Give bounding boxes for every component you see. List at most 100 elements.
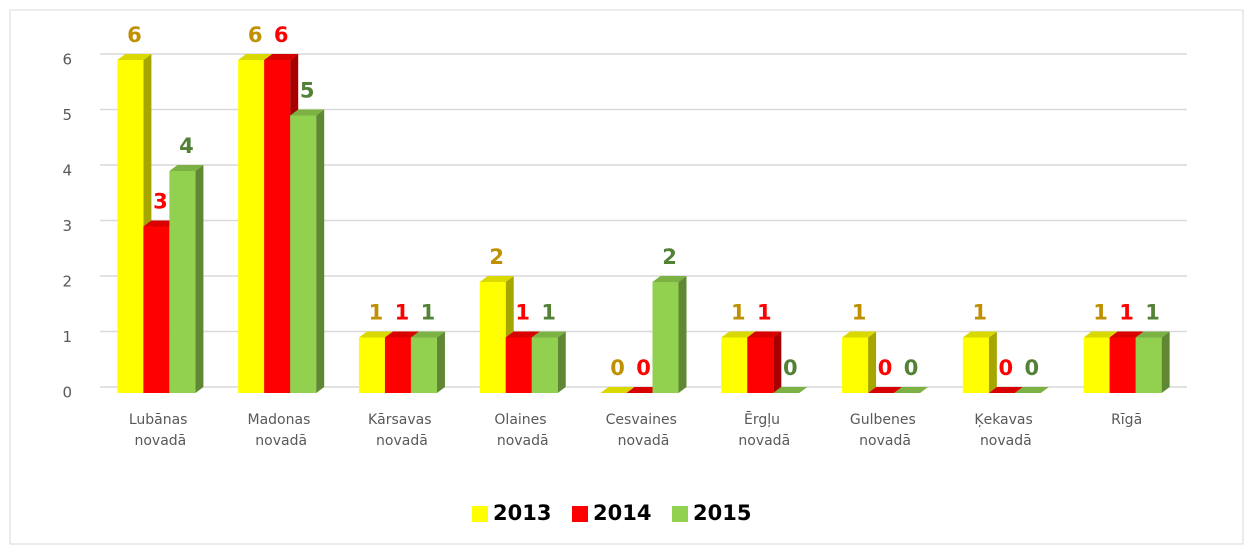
bar-front [264,60,291,393]
x-tick-label: Gulbenes novadā [850,412,920,449]
bar-top [626,387,661,393]
value-label: 5 [300,79,315,103]
bar-top-shade [773,387,808,393]
bar [290,109,325,393]
bar-top [988,387,1023,393]
value-label: 1 [515,301,530,325]
bar [410,331,445,393]
value-label: 1 [395,301,410,325]
bar-top [1014,387,1049,393]
bar-top [894,387,929,393]
bar-top [264,54,299,60]
bar-top-shade [169,165,204,171]
bar-top [117,54,152,60]
bar-side-shade [436,331,445,393]
bar-top-shade [721,331,756,338]
bar-front [721,337,748,393]
bar-side-shade [773,331,782,393]
bar-front [962,337,989,393]
value-label: 0 [610,356,625,380]
bar-top [531,331,566,338]
bar-front [1083,337,1110,393]
x-tick-label: Rīgā [1111,412,1142,428]
bar-side [316,109,325,393]
x-tick-label: Madonas novadā [248,412,315,449]
bar-top [868,387,903,393]
bar-top [238,54,273,60]
bar-top [1109,331,1144,338]
bar-top [600,387,635,393]
bar-side [773,331,782,393]
bar [652,276,687,393]
legend-swatch [472,506,488,522]
bar-front [238,60,265,393]
x-tick-label: Ķekavas novadā [974,412,1037,449]
x-tick-label: Kārsavas novadā [368,412,436,449]
bar-top-shade [894,387,929,393]
value-label: 0 [878,356,893,380]
value-label: 1 [757,301,772,325]
bar [894,387,929,393]
value-label: 3 [153,190,168,214]
value-label: 1 [1145,301,1160,325]
bar-top [290,109,325,116]
bar-top-shade [600,387,635,393]
y-tick-label: 5 [62,106,72,124]
bar-top [384,331,419,338]
bar-top-shade [842,331,877,338]
value-label: 1 [421,301,436,325]
bar-top [773,387,808,393]
y-tick-label: 6 [62,51,72,69]
bar-top [505,331,540,338]
y-tick-label: 0 [62,384,72,402]
bar-side [868,331,877,393]
value-label: 6 [127,23,142,47]
bar [962,331,997,393]
y-tick-label: 2 [62,273,72,291]
bar-front [842,337,869,393]
bar-top [410,331,445,338]
value-label: 6 [274,23,289,47]
bar-side [436,331,445,393]
chart-frame [9,9,1244,545]
bar [988,387,1023,393]
bar-front [117,60,144,393]
bar-front [652,282,679,393]
value-label: 1 [1093,301,1108,325]
y-tick-label: 3 [62,217,72,235]
bar [747,331,782,393]
bar-side-shade [1161,331,1170,393]
bar-top-shade [531,331,566,338]
bar-front [1109,337,1136,393]
x-tick-label: Ērgļu novadā [738,411,790,449]
bar-top-shade [505,331,540,338]
bar-top-shade [290,109,325,116]
bar-side [988,331,997,393]
legend-label: 2013 [493,501,551,525]
bar-top-shade [264,54,299,60]
bar-top-shade [1109,331,1144,338]
x-tick-label: Olaines novadā [494,412,551,449]
y-tick-label: 4 [62,162,72,180]
bar-front [169,171,196,393]
value-label: 4 [179,134,194,158]
x-tick-label: Lubānas novadā [129,412,192,449]
value-label: 1 [369,301,384,325]
value-label: 1 [973,301,988,325]
bar-side-shade [678,276,687,393]
bar-top-shade [1014,387,1049,393]
bar-top-shade [384,331,419,338]
value-label: 0 [904,356,919,380]
value-label: 6 [248,23,263,47]
bar-top-shade [358,331,393,338]
bar-top [1135,331,1170,338]
bar-side [195,165,204,393]
bar [626,387,661,393]
bar-top [143,220,178,227]
bar-top-shade [117,54,152,60]
bar [169,165,204,393]
bar-top-shade [868,387,903,393]
bar-top-shade [747,331,782,338]
value-label: 1 [1119,301,1134,325]
bar-top-shade [626,387,661,393]
